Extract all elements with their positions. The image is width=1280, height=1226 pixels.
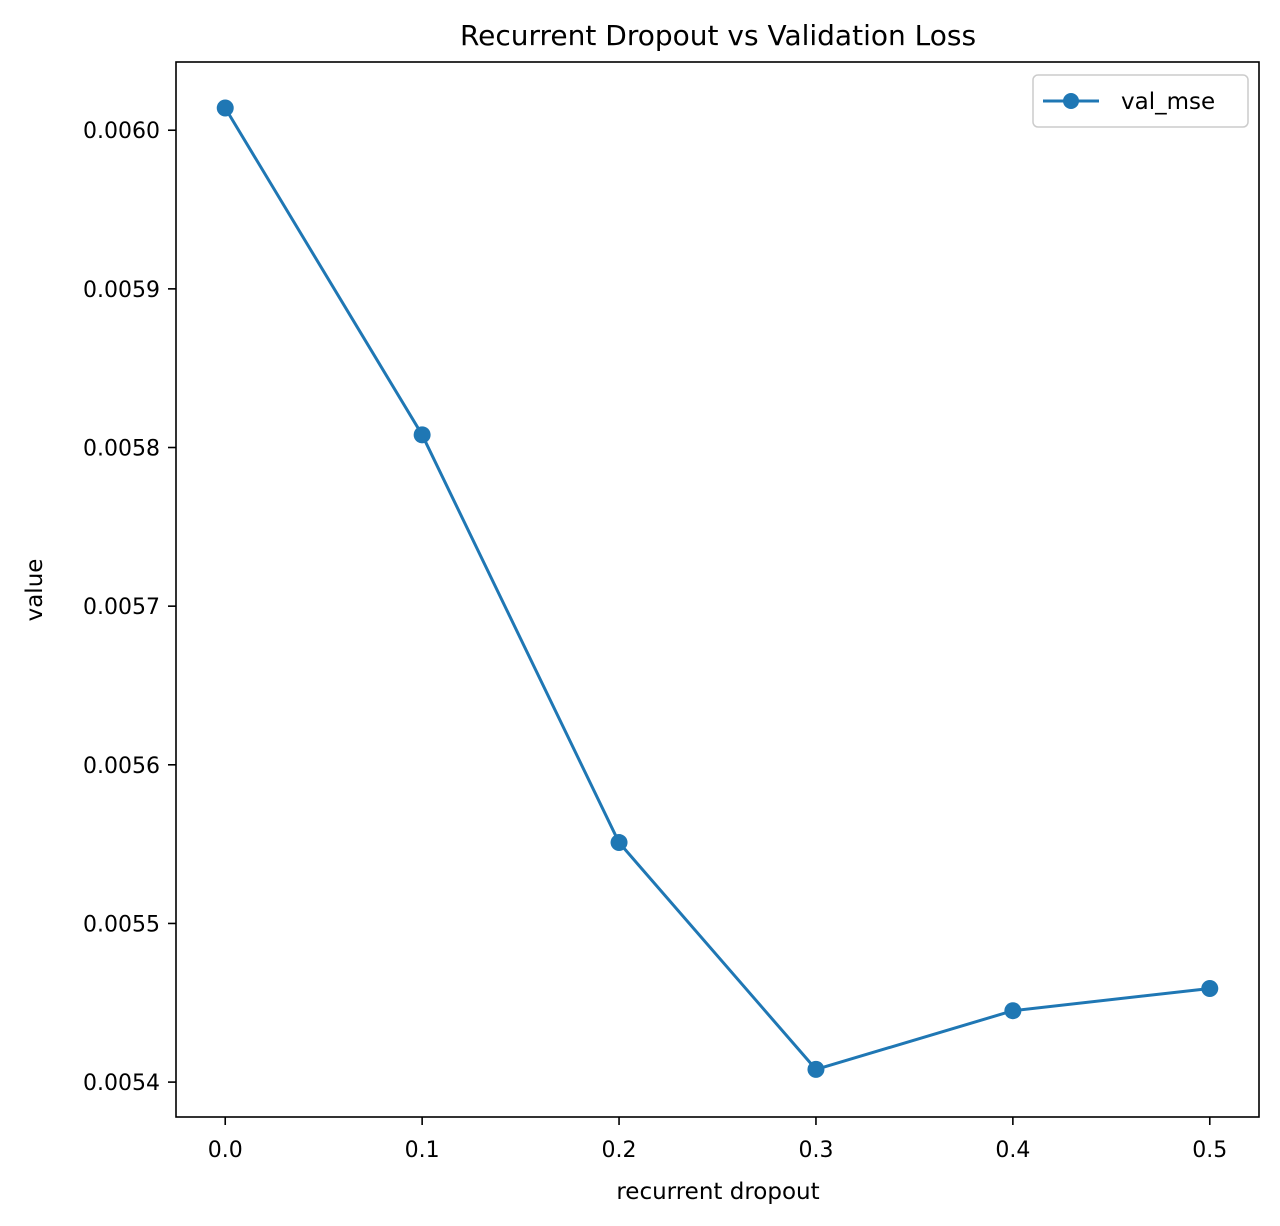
x-tick-label: 0.3	[798, 1138, 833, 1163]
chart-title: Recurrent Dropout vs Validation Loss	[460, 19, 976, 52]
y-tick-label: 0.0055	[83, 912, 160, 937]
y-tick-label: 0.0056	[83, 754, 160, 779]
x-tick-label: 0.5	[1192, 1138, 1227, 1163]
plot-area	[175, 61, 1260, 1118]
series-line-val-mse	[223, 106, 1212, 1071]
data-point	[413, 426, 431, 444]
data-point	[1004, 1002, 1022, 1020]
data-point	[610, 834, 628, 852]
data-point	[1201, 979, 1219, 997]
y-axis-label: value	[22, 559, 48, 622]
legend-marker-sample	[1063, 93, 1079, 109]
legend-box	[1032, 74, 1249, 128]
y-tick-label: 0.0054	[83, 1071, 160, 1096]
x-tick-label: 0.0	[208, 1138, 243, 1163]
y-tick-label: 0.0060	[83, 119, 160, 144]
x-tick-label: 0.4	[995, 1138, 1030, 1163]
x-tick-label: 0.1	[405, 1138, 440, 1163]
y-axis: 0.0054 0.0055 0.0056 0.0057 0.0058 0.0059 0.00…	[83, 119, 176, 1096]
y-tick-label: 0.0057	[83, 595, 160, 620]
data-point	[807, 1060, 825, 1078]
x-axis: 0.0 0.1 0.2 0.3 0.4 0.5	[208, 1117, 1227, 1163]
y-tick-label: 0.0059	[83, 278, 160, 303]
y-tick-label: 0.0058	[83, 437, 160, 462]
data-point	[216, 99, 234, 117]
plot-frame	[175, 61, 1260, 1118]
x-axis-label: recurrent dropout	[616, 1179, 819, 1205]
legend-label-val-mse: val_mse	[1121, 89, 1215, 115]
series-layer	[216, 99, 1219, 1078]
legend: val_mse	[1032, 74, 1249, 128]
x-tick-label: 0.2	[602, 1138, 637, 1163]
